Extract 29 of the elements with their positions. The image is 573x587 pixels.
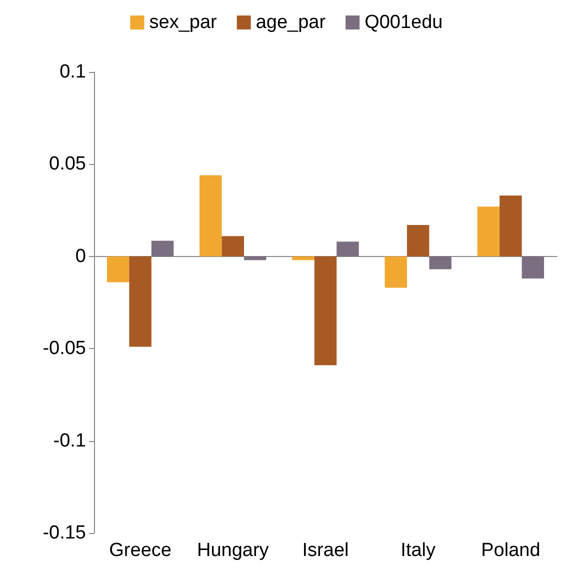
y-tick-label: 0.1: [60, 62, 86, 82]
legend-label: Q001edu: [364, 12, 443, 33]
bar: [106, 256, 130, 282]
x-tick-label: Poland: [481, 540, 540, 561]
bar: [500, 196, 522, 256]
legend-label: age_par: [256, 12, 326, 33]
bar: [314, 256, 337, 366]
bar: [429, 256, 452, 270]
y-tick-label: -0.05: [42, 338, 86, 360]
y-tick-label: -0.15: [42, 522, 86, 544]
bar: [406, 225, 430, 256]
bar: [477, 206, 500, 256]
bar: [200, 175, 222, 256]
x-tick-label: Greece: [109, 540, 172, 561]
y-tick-label: 0.05: [49, 154, 86, 175]
bar: [244, 256, 266, 260]
bar: [522, 256, 544, 279]
y-tick-label: 0: [75, 246, 86, 267]
bar: [129, 256, 152, 347]
legend-label: sex_par: [149, 12, 218, 33]
bar: [292, 256, 314, 260]
x-tick-label: Italy: [400, 540, 436, 561]
x-tick-label: Hungary: [196, 540, 270, 561]
bar: [222, 236, 244, 256]
bar: [336, 242, 359, 256]
x-tick-label: Israel: [302, 540, 349, 561]
y-tick-label: -0.1: [53, 430, 86, 452]
bar: [384, 256, 407, 288]
bar: [151, 240, 174, 256]
